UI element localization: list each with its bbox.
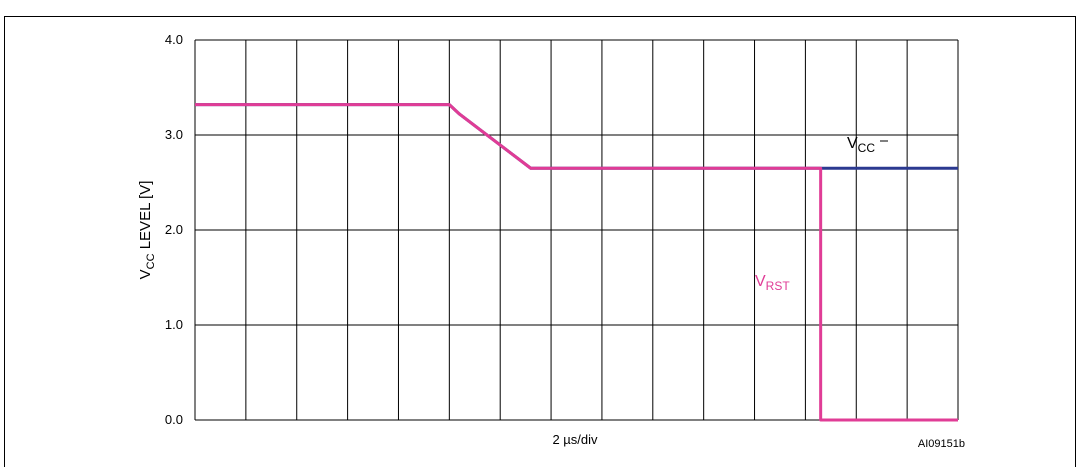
chart-series xyxy=(195,103,958,422)
series-label-vrst: VRST xyxy=(755,273,790,293)
y-tick-labels: 0.0 1.0 2.0 3.0 4.0 xyxy=(165,32,183,427)
chart-grid xyxy=(194,39,959,421)
figure-frame xyxy=(4,16,1076,467)
y-axis-label: VCC LEVEL [V] xyxy=(137,181,157,280)
y-tick-label: 0.0 xyxy=(165,412,183,427)
y-tick-label: 3.0 xyxy=(165,127,183,142)
x-axis-label: 2 µs/div xyxy=(552,432,598,447)
series-line-vrst xyxy=(195,103,958,422)
y-tick-label: 2.0 xyxy=(165,222,183,237)
series-label-vcc: VCC xyxy=(847,135,875,155)
series-line-vcc xyxy=(195,103,958,170)
y-tick-label: 4.0 xyxy=(165,32,183,47)
y-tick-label: 1.0 xyxy=(165,317,183,332)
figure-id: AI09151b xyxy=(918,438,965,450)
